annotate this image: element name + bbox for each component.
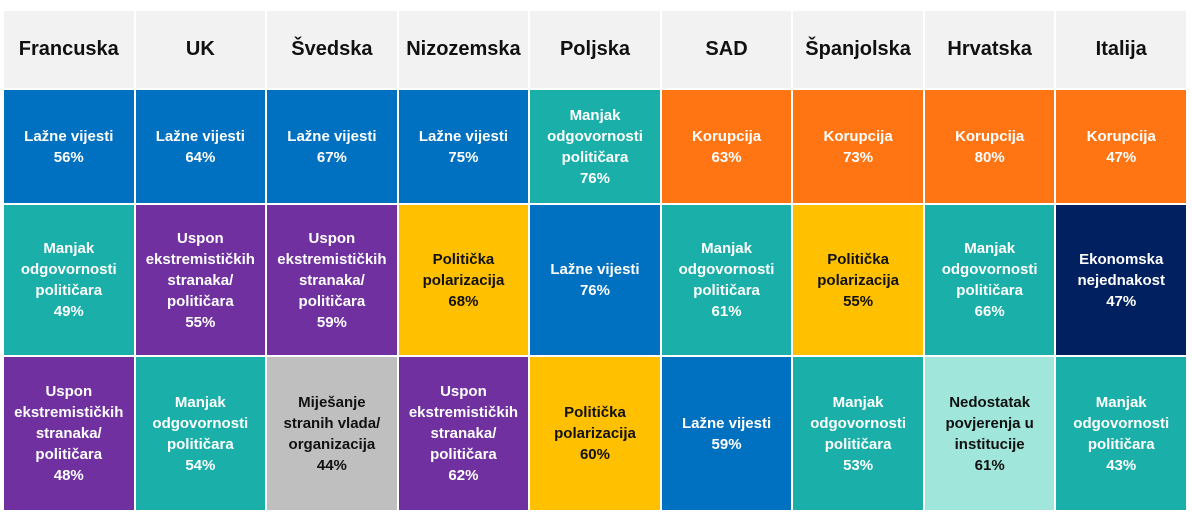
issue-percent: 43% (1106, 456, 1137, 474)
issue-percent: 61% (711, 303, 742, 320)
issue-label: Politička polarizacija (422, 250, 505, 289)
issue-cell: Manjak odgovornosti političara 66% (924, 205, 1055, 355)
issue-cell: Manjak odgovornosti političara 76% (530, 90, 660, 203)
issue-cell: Korupcija 47% (1056, 90, 1186, 203)
country-header: Italija (1056, 11, 1186, 88)
issue-cell: Lažne vijesti 76% (530, 205, 660, 355)
country-header: SAD (661, 11, 792, 88)
country-header: Hrvatska (924, 11, 1055, 88)
issue-label: Korupcija (955, 127, 1025, 145)
issue-percent: 55% (185, 313, 216, 331)
issue-percent: 66% (974, 303, 1005, 320)
issue-cell: Lažne vijesti 67% (267, 90, 397, 203)
issue-cell: Politička polarizacija 55% (793, 205, 923, 355)
issue-label: Uspon ekstremističkih stranaka/ političa… (408, 383, 519, 463)
issue-cell: Manjak odgovornosti političara 49% (4, 205, 134, 355)
country-header: Nizozemska (398, 11, 529, 88)
issue-percent: 62% (448, 467, 479, 484)
issue-percent: 60% (579, 446, 610, 463)
issue-label: Miješanje stranih vlada/ organizacija (283, 393, 381, 453)
issue-label: Uspon ekstremističkih stranaka/ političa… (277, 229, 387, 310)
issue-percent: 73% (843, 148, 874, 166)
issue-percent: 80% (974, 148, 1005, 166)
issue-label: Manjak odgovornosti političara (810, 393, 907, 453)
issue-cell: Nedostatak povjerenja u institucije 61% (924, 357, 1055, 510)
issue-label: Manjak odgovornosti političara (1073, 393, 1170, 453)
issue-cell: Uspon ekstremističkih stranaka/ političa… (398, 357, 529, 510)
issue-cell: Uspon ekstremističkih stranaka/ političa… (4, 357, 134, 510)
issue-label: Manjak odgovornosti političara (547, 106, 643, 166)
country-header: UK (135, 11, 266, 88)
issue-percent: 76% (579, 282, 610, 299)
country-header: Francuska (4, 11, 134, 88)
issue-percent: 59% (711, 435, 742, 453)
issue-percent: 64% (185, 148, 216, 166)
issue-cell: Lažne vijesti 75% (398, 90, 529, 203)
issue-percent: 59% (316, 313, 347, 331)
issue-label: Korupcija (1086, 127, 1156, 145)
issue-percent: 49% (53, 303, 84, 320)
issue-cell: Miješanje stranih vlada/ organizacija 44% (267, 357, 397, 510)
issue-cell: Korupcija 63% (661, 90, 792, 203)
issue-label: Manjak odgovornosti političara (152, 393, 249, 453)
issue-percent: 55% (843, 292, 874, 310)
issue-percent: 76% (579, 169, 610, 187)
issue-cell: Lažne vijesti 59% (661, 357, 792, 510)
issue-label: Uspon ekstremističkih stranaka/ političa… (14, 383, 124, 463)
issue-label: Korupcija (691, 127, 762, 145)
issue-label: Politička polarizacija (554, 404, 636, 442)
issues-grid: Francuska Lažne vijesti 56% Manjak odgovorn… (4, 11, 1186, 510)
issue-cell: Manjak odgovornosti političara 43% (1056, 357, 1186, 510)
issue-percent: 44% (316, 456, 347, 474)
issue-cell: Lažne vijesti 56% (4, 90, 134, 203)
issue-cell: Politička polarizacija 68% (398, 205, 529, 355)
issue-label: Lažne vijesti (155, 127, 245, 145)
issue-cell: Manjak odgovornosti političara 61% (661, 205, 792, 355)
issue-percent: 47% (1106, 292, 1137, 310)
issue-cell: Ekonomska nejednakost 47% (1056, 205, 1186, 355)
issue-label: Politička polarizacija (817, 250, 899, 289)
issue-cell: Uspon ekstremističkih stranaka/ političa… (135, 205, 266, 355)
issue-percent: 63% (711, 148, 742, 166)
issue-percent: 75% (448, 148, 479, 166)
issue-cell: Lažne vijesti 64% (135, 90, 266, 203)
issue-percent: 47% (1106, 148, 1137, 166)
issue-percent: 68% (448, 292, 479, 310)
issue-label: Lažne vijesti (550, 261, 640, 278)
issue-percent: 48% (53, 467, 84, 484)
issue-label: Lažne vijesti (287, 127, 377, 145)
issue-percent: 53% (843, 456, 874, 474)
issue-label: Manjak odgovornosti političara (678, 240, 775, 299)
issue-cell: Manjak odgovornosti političara 54% (135, 357, 266, 510)
issue-label: Manjak odgovornosti političara (20, 240, 117, 299)
issue-percent: 61% (974, 456, 1005, 474)
issue-label: Ekonomska nejednakost (1077, 250, 1165, 289)
issue-percent: 56% (53, 148, 84, 166)
issue-label: Manjak odgovornosti političara (941, 240, 1038, 299)
issue-label: Nedostatak povjerenja u institucije (945, 393, 1034, 453)
issue-percent: 54% (185, 456, 216, 474)
issue-cell: Uspon ekstremističkih stranaka/ političa… (267, 205, 397, 355)
issue-label: Lažne vijesti (418, 127, 509, 145)
issue-cell: Politička polarizacija 60% (530, 357, 660, 510)
issue-label: Uspon ekstremističkih stranaka/ političa… (145, 229, 255, 310)
country-header: Poljska (530, 11, 660, 88)
issue-label: Lažne vijesti (24, 127, 114, 145)
issue-cell: Korupcija 73% (793, 90, 923, 203)
country-header: Švedska (267, 11, 397, 88)
issue-label: Korupcija (823, 127, 893, 145)
issue-label: Lažne vijesti (681, 414, 772, 432)
issue-cell: Korupcija 80% (924, 90, 1055, 203)
country-header: Španjolska (793, 11, 923, 88)
issue-percent: 67% (316, 148, 347, 166)
issue-cell: Manjak odgovornosti političara 53% (793, 357, 923, 510)
